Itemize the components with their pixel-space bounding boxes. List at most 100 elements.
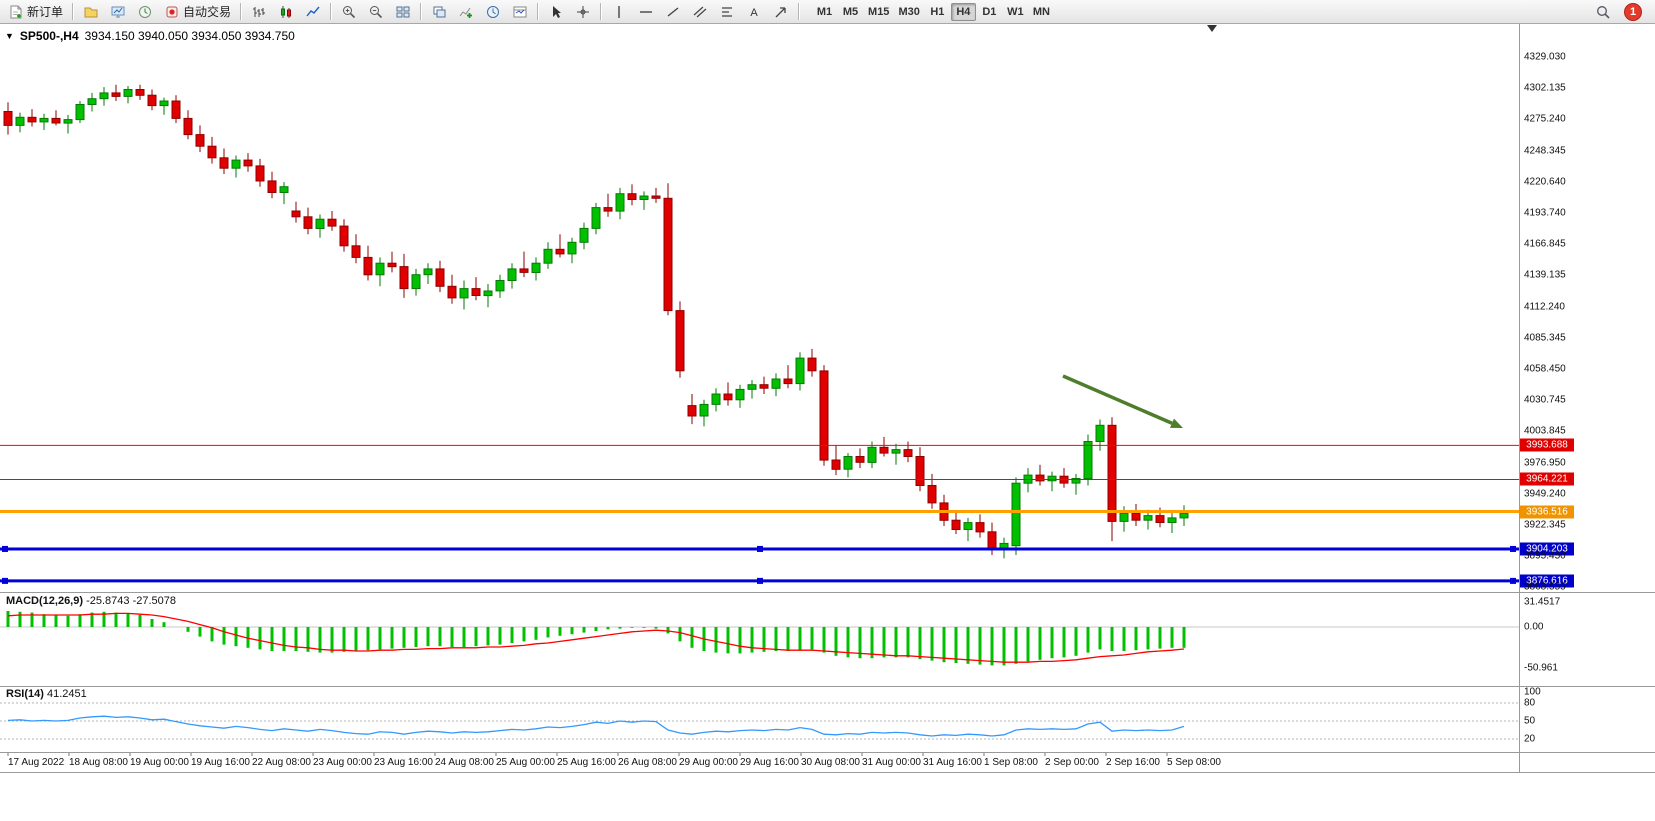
zoom-out-button[interactable] bbox=[363, 2, 389, 22]
price-axis-label: 4220.640 bbox=[1524, 176, 1566, 188]
time-axis-label: 22 Aug 08:00 bbox=[252, 757, 311, 768]
chart-ohlc-values: 3934.150 3940.050 3934.050 3934.750 bbox=[84, 29, 295, 43]
search-icon bbox=[1597, 5, 1610, 19]
timeframe-m5[interactable]: M5 bbox=[838, 3, 863, 21]
cascade-windows-button[interactable] bbox=[426, 2, 452, 22]
toolbar-separator bbox=[240, 3, 243, 20]
notification-badge[interactable]: 1 bbox=[1624, 2, 1642, 21]
text-label-button[interactable]: A bbox=[741, 2, 767, 22]
chart-canvas[interactable] bbox=[0, 24, 1655, 821]
toolbar-separator bbox=[537, 3, 540, 20]
chart-window[interactable]: ▼ SP500-,H4 3934.150 3940.050 3934.050 3… bbox=[0, 24, 1655, 821]
timeframes-clock-button[interactable] bbox=[480, 2, 506, 22]
time-axis-separator bbox=[0, 752, 1655, 753]
timeframe-h4[interactable]: H4 bbox=[950, 2, 976, 21]
time-axis-label: 31 Aug 16:00 bbox=[923, 757, 982, 768]
horizontal-line-icon bbox=[640, 10, 653, 13]
arrows-button[interactable] bbox=[768, 2, 794, 22]
chart-shift-marker[interactable] bbox=[1207, 25, 1217, 32]
macd-values: -25.8743 -27.5078 bbox=[86, 595, 177, 607]
time-axis-label: 2 Sep 16:00 bbox=[1106, 757, 1160, 768]
bar-chart-icon bbox=[253, 6, 266, 17]
bar-chart-button[interactable] bbox=[246, 2, 272, 22]
price-axis-label: 3922.345 bbox=[1524, 519, 1566, 531]
vertical-line-icon bbox=[618, 5, 620, 18]
timeframe-mn[interactable]: MN bbox=[1029, 3, 1054, 21]
data-window-icon bbox=[139, 5, 152, 18]
hline-price-tag: 3993.688 bbox=[1520, 438, 1574, 452]
fibonacci-icon bbox=[722, 6, 733, 17]
templates-button[interactable] bbox=[507, 2, 533, 22]
line-chart-icon bbox=[306, 6, 320, 16]
channel-button[interactable] bbox=[687, 2, 713, 22]
price-axis-label: 4329.030 bbox=[1524, 51, 1566, 63]
rsi-name: RSI(14) bbox=[6, 688, 44, 700]
data-window-button[interactable] bbox=[132, 2, 158, 22]
price-axis-label: 4085.345 bbox=[1524, 332, 1566, 344]
rsi-indicator-label: RSI(14) 41.2451 bbox=[6, 688, 87, 700]
rsi-axis-label: 50 bbox=[1524, 715, 1536, 727]
timeframe-h1[interactable]: H1 bbox=[925, 3, 950, 21]
new-order-label: 新订单 bbox=[27, 5, 64, 19]
zoom-in-icon bbox=[343, 5, 356, 18]
one-click-trading-toggle[interactable]: ▼ bbox=[5, 30, 14, 41]
horizontal-line-button[interactable] bbox=[633, 2, 659, 22]
market-watch-button[interactable] bbox=[105, 2, 131, 22]
price-axis-label: 3976.950 bbox=[1524, 457, 1566, 469]
price-axis-label: 4248.345 bbox=[1524, 145, 1566, 157]
time-axis-label: 25 Aug 16:00 bbox=[557, 757, 616, 768]
zoom-in-button[interactable] bbox=[336, 2, 362, 22]
timeframe-w1[interactable]: W1 bbox=[1003, 3, 1028, 21]
new-order-button[interactable]: 新订单 bbox=[3, 2, 68, 22]
price-axis-label: 4275.240 bbox=[1524, 113, 1566, 125]
trendline-button[interactable] bbox=[660, 2, 686, 22]
rsi-value: 41.2451 bbox=[46, 688, 87, 700]
macd-indicator-label: MACD(12,26,9) -25.8743 -27.5078 bbox=[6, 595, 176, 607]
price-axis-label: 3895.450 bbox=[1524, 550, 1566, 562]
price-axis-label: 4166.845 bbox=[1524, 238, 1566, 250]
fibonacci-button[interactable] bbox=[714, 2, 740, 22]
candlestick-chart-icon bbox=[281, 5, 292, 18]
hline-price-tag: 3964.221 bbox=[1520, 472, 1574, 486]
new-order-icon bbox=[10, 5, 22, 18]
pane-separator-macd[interactable] bbox=[0, 592, 1655, 593]
candlestick-chart-button[interactable] bbox=[273, 2, 299, 22]
price-axis-border bbox=[1519, 24, 1520, 772]
time-axis-label: 23 Aug 00:00 bbox=[313, 757, 372, 768]
time-axis-label: 29 Aug 16:00 bbox=[740, 757, 799, 768]
search-button[interactable] bbox=[1590, 2, 1616, 22]
time-axis-label: 5 Sep 08:00 bbox=[1167, 757, 1221, 768]
chart-symbol-period: SP500-,H4 bbox=[19, 29, 79, 43]
timeframe-m30[interactable]: M30 bbox=[894, 3, 923, 21]
autotrading-button[interactable]: 自动交易 bbox=[159, 2, 236, 22]
hline-price-tag: 3936.516 bbox=[1520, 505, 1574, 519]
time-axis-label: 26 Aug 08:00 bbox=[618, 757, 677, 768]
rsi-axis-label: 80 bbox=[1524, 697, 1536, 709]
cursor-button[interactable] bbox=[543, 2, 569, 22]
price-axis-label: 4112.240 bbox=[1524, 301, 1565, 313]
timeframe-m15[interactable]: M15 bbox=[864, 3, 893, 21]
time-axis-label: 19 Aug 16:00 bbox=[191, 757, 250, 768]
macd-axis-label: 31.4517 bbox=[1524, 596, 1561, 608]
clock-icon bbox=[487, 5, 500, 18]
indicators-button[interactable] bbox=[453, 2, 479, 22]
toolbar-separator bbox=[798, 3, 801, 20]
tile-windows-icon bbox=[396, 6, 410, 17]
crosshair-button[interactable] bbox=[570, 2, 596, 22]
vertical-line-button[interactable] bbox=[606, 2, 632, 22]
time-axis-label: 25 Aug 00:00 bbox=[496, 757, 555, 768]
time-axis-label: 24 Aug 08:00 bbox=[435, 757, 494, 768]
pane-separator-rsi[interactable] bbox=[0, 686, 1655, 687]
timeframe-d1[interactable]: D1 bbox=[977, 3, 1002, 21]
line-chart-button[interactable] bbox=[300, 2, 326, 22]
time-axis-label: 18 Aug 08:00 bbox=[69, 757, 128, 768]
timeframe-m1[interactable]: M1 bbox=[812, 3, 837, 21]
tile-windows-button[interactable] bbox=[390, 2, 416, 22]
time-axis-label: 17 Aug 2022 bbox=[8, 757, 65, 768]
indicators-icon bbox=[459, 7, 473, 18]
toolbar-right-group: 1 bbox=[1590, 2, 1652, 22]
autotrading-icon bbox=[166, 6, 178, 17]
toolbar-separator bbox=[600, 3, 603, 20]
profiles-button[interactable] bbox=[78, 2, 104, 22]
macd-axis-label: -50.961 bbox=[1524, 662, 1558, 674]
